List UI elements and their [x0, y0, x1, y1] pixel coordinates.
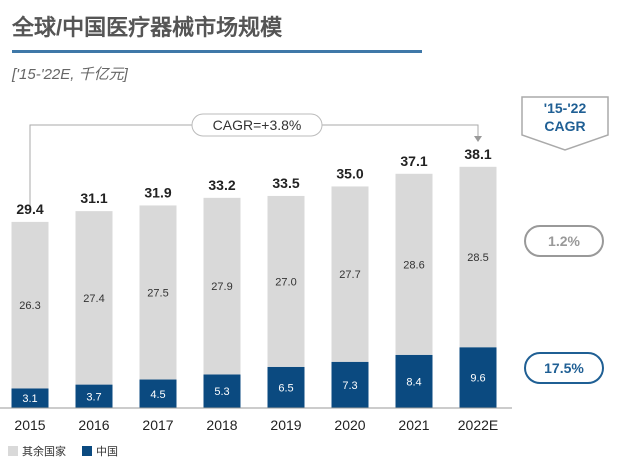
label-total: 35.0 [336, 165, 363, 181]
bar-rest [203, 197, 241, 375]
bar-rest [395, 173, 433, 355]
x-tick-label: 2022E [458, 417, 498, 433]
bar-china [267, 366, 305, 408]
label-china: 9.6 [470, 373, 485, 385]
x-tick-label: 2016 [78, 417, 109, 433]
legend-label-china: 中国 [96, 446, 118, 458]
cagr-header-badge [521, 96, 609, 151]
page-title: 全球/中国医疗器械市场规模 [12, 15, 283, 40]
label-total: 38.1 [464, 146, 491, 162]
label-rest: 28.5 [467, 252, 488, 264]
label-china: 6.5 [278, 382, 293, 394]
bar-rest [331, 186, 369, 362]
label-rest: 27.4 [83, 293, 104, 305]
label-china: 3.7 [86, 391, 101, 403]
x-tick-label: 2019 [270, 417, 301, 433]
bar-china [331, 361, 369, 408]
arrow-down-icon [474, 136, 482, 142]
bar-china [395, 354, 433, 408]
bar-china [139, 379, 177, 408]
subtitle: ['15-'22E, 千亿元] [12, 66, 128, 83]
bar-chart: 3.1 26.3 29.4 2015 3.7 27.4 31.1 2016 4.5 27.5 31.… [0, 96, 609, 433]
cagr-header-line1: '15-'22 [544, 100, 587, 116]
x-tick-label: 2018 [206, 417, 237, 433]
label-rest: 27.7 [339, 269, 360, 281]
cagr-rest-value: 1.2% [548, 233, 580, 249]
cagr-rest-pill [524, 225, 604, 257]
legend-swatch-china [82, 446, 92, 456]
label-china: 3.1 [22, 393, 37, 405]
label-total: 37.1 [400, 153, 427, 169]
label-total: 31.9 [144, 184, 171, 200]
label-rest: 27.9 [211, 281, 232, 293]
label-rest: 26.3 [19, 300, 40, 312]
cagr-china-value: 17.5% [544, 360, 584, 376]
label-total: 33.2 [208, 177, 235, 193]
label-rest: 27.5 [147, 287, 168, 299]
cagr-china-pill [524, 352, 604, 384]
bar-rest [139, 205, 177, 380]
x-tick-label: 2020 [334, 417, 365, 433]
label-total: 33.5 [272, 175, 299, 191]
label-china: 5.3 [214, 386, 229, 398]
legend-label-rest: 其余国家 [22, 446, 66, 458]
label-rest: 27.0 [275, 276, 296, 288]
bar-rest [11, 221, 49, 389]
bar-rest [75, 211, 113, 385]
bar-china [75, 384, 113, 408]
label-total: 31.1 [80, 190, 107, 206]
x-tick-label: 2021 [398, 417, 429, 433]
legend-swatch-rest [8, 446, 18, 456]
label-rest: 28.6 [403, 259, 424, 271]
bar-china [11, 388, 49, 408]
cagr-total-label: CAGR=+3.8% [213, 117, 302, 133]
cagr-header-line2: CAGR [544, 118, 585, 134]
x-tick-label: 2017 [142, 417, 173, 433]
label-china: 7.3 [342, 380, 357, 392]
label-total: 29.4 [16, 201, 43, 217]
bar-china [459, 347, 497, 408]
label-china: 4.5 [150, 389, 165, 401]
bar-rest [459, 166, 497, 348]
cagr-total-box [191, 113, 323, 137]
label-china: 8.4 [406, 376, 421, 388]
x-tick-label: 2015 [14, 417, 45, 433]
bar-china [203, 374, 241, 408]
bar-rest [267, 195, 305, 367]
title-divider [12, 50, 422, 53]
legend: 其余国家 中国 [8, 443, 118, 459]
